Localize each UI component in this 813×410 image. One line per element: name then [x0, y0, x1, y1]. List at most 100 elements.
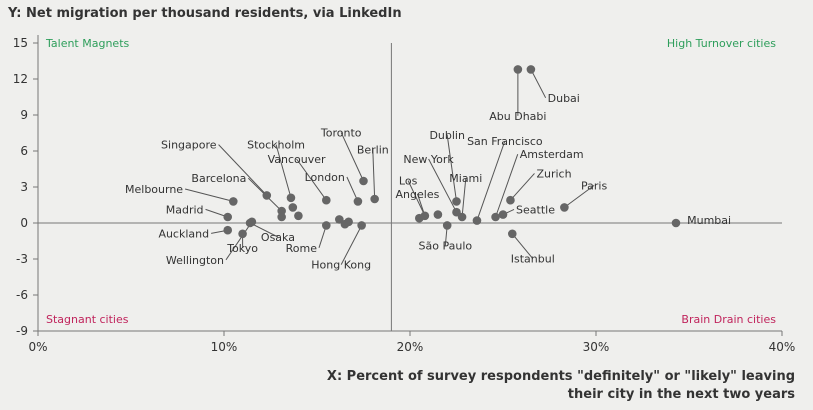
leader-line — [296, 158, 327, 201]
point-label-amsterdam: Amsterdam — [520, 148, 584, 161]
point-label-osaka: Osaka — [261, 231, 295, 244]
y-tick-label: 9 — [20, 108, 28, 122]
leader-line — [340, 132, 364, 182]
data-point-tokyo — [238, 229, 247, 239]
point-label-los: Los — [399, 175, 418, 188]
data-point — [288, 203, 298, 212]
y-tick-label: 12 — [13, 72, 28, 86]
quadrant-label-brain-drain-cities: Brain Drain cities — [681, 313, 776, 326]
data-point-vancouver — [322, 195, 331, 205]
point-label-tokyo: Tokyo — [226, 242, 258, 255]
y-tick-label: 3 — [20, 180, 28, 194]
x-axis-label: X: Percent of survey respondents "defini… — [327, 368, 795, 404]
leader-line — [407, 180, 426, 217]
quadrant-label-high-turnover-cities: High Turnover cities — [667, 37, 776, 50]
leader-line — [346, 176, 359, 202]
data-point-hong-kong — [357, 221, 366, 230]
data-point-stockholm — [286, 193, 296, 203]
point-label-rome: Rome — [286, 242, 318, 255]
leader-line — [564, 184, 595, 208]
point-label-london: London — [305, 171, 345, 184]
point-label-vancouver: Vancouver — [268, 153, 326, 166]
point-label-mumbai: Mumbai — [687, 214, 731, 227]
point-label-angeles: Angeles — [396, 188, 440, 201]
leader-line — [249, 222, 279, 238]
point-label-dublin: Dublin — [429, 129, 465, 142]
point-label-wellington: Wellington — [166, 254, 224, 267]
data-point-barcelona — [277, 206, 286, 216]
data-point-los — [420, 211, 430, 221]
leader-line — [340, 225, 363, 265]
data-point — [344, 217, 353, 227]
data-point — [433, 210, 443, 219]
point-label-berlin: Berlin — [357, 143, 389, 156]
data-point-s-o-paulo — [442, 221, 452, 230]
y-tick-label: 0 — [20, 216, 28, 230]
leader-line — [510, 173, 535, 201]
x-axis-label-line-1: X: Percent of survey respondents "defini… — [326, 369, 795, 384]
point-label-new-york: New York — [403, 153, 454, 166]
point-label-miami: Miami — [449, 172, 482, 185]
data-point-new-york — [452, 207, 461, 217]
point-label-stockholm: Stockholm — [247, 139, 305, 152]
data-point-san-francisco — [472, 216, 482, 225]
point-label-barcelona: Barcelona — [191, 172, 246, 185]
point-label-zurich: Zurich — [536, 167, 571, 180]
leader-line — [428, 158, 457, 213]
data-point — [277, 212, 286, 222]
y-tick-label: -9 — [16, 324, 28, 338]
data-point-berlin — [370, 194, 379, 204]
x-tick-label: 40% — [769, 340, 796, 354]
point-label-istanbul: Istanbul — [511, 253, 555, 266]
data-point — [335, 215, 344, 224]
point-label-abu-dhabi: Abu Dhabi — [489, 110, 546, 123]
data-point-mumbai — [671, 218, 681, 228]
point-label-san-francisco: San Francisco — [467, 135, 543, 148]
data-point-miami — [457, 212, 467, 222]
data-point-amsterdam — [491, 212, 500, 222]
point-label-singapore: Singapore — [161, 139, 217, 152]
x-tick-label: 30% — [583, 340, 610, 354]
chart-title: Y: Net migration per thousand residents,… — [8, 6, 402, 21]
leader-line — [495, 154, 519, 218]
leader-line — [225, 221, 253, 261]
leader-line — [511, 233, 534, 259]
leader-line — [446, 134, 457, 202]
point-label-s-o-paulo: São Paulo — [419, 239, 473, 252]
data-point-melbourne — [229, 197, 238, 206]
data-point-rome — [322, 221, 331, 230]
data-point-london — [353, 197, 363, 206]
quadrant-label-talent-magnets: Talent Magnets — [45, 37, 130, 50]
point-label-toronto: Toronto — [320, 127, 362, 140]
quadrant-label-stagnant-cities: Stagnant cities — [46, 313, 129, 326]
data-point-abu-dhabi — [513, 65, 523, 74]
y-tick-label: 6 — [20, 144, 28, 158]
point-label-dubai: Dubai — [548, 92, 580, 105]
data-point-osaka — [245, 218, 255, 228]
data-point-dubai — [526, 65, 536, 74]
x-axis-label-line-2: their city in the next two years — [567, 387, 795, 402]
data-point-dublin — [452, 197, 461, 206]
data-point-auckland — [223, 225, 233, 235]
point-label-melbourne: Melbourne — [125, 183, 183, 196]
point-label-auckland: Auckland — [158, 227, 209, 240]
point-label-seattle: Seattle — [516, 203, 555, 216]
leader-line — [184, 188, 234, 202]
x-tick-label: 10% — [211, 340, 238, 354]
y-tick-label: -6 — [16, 288, 28, 302]
point-label-paris: Paris — [581, 179, 607, 192]
y-tick-label: -3 — [16, 252, 28, 266]
data-point-singapore — [262, 191, 272, 200]
data-point-toronto — [359, 176, 368, 186]
data-point-istanbul — [508, 229, 517, 239]
leader-line — [218, 144, 268, 196]
leader-line — [530, 69, 547, 99]
y-tick-label: 15 — [13, 36, 28, 50]
data-point-paris — [560, 203, 569, 212]
data-point — [294, 211, 303, 221]
point-label-madrid: Madrid — [166, 203, 204, 216]
data-point-zurich — [506, 195, 515, 205]
leader-line — [476, 140, 506, 221]
